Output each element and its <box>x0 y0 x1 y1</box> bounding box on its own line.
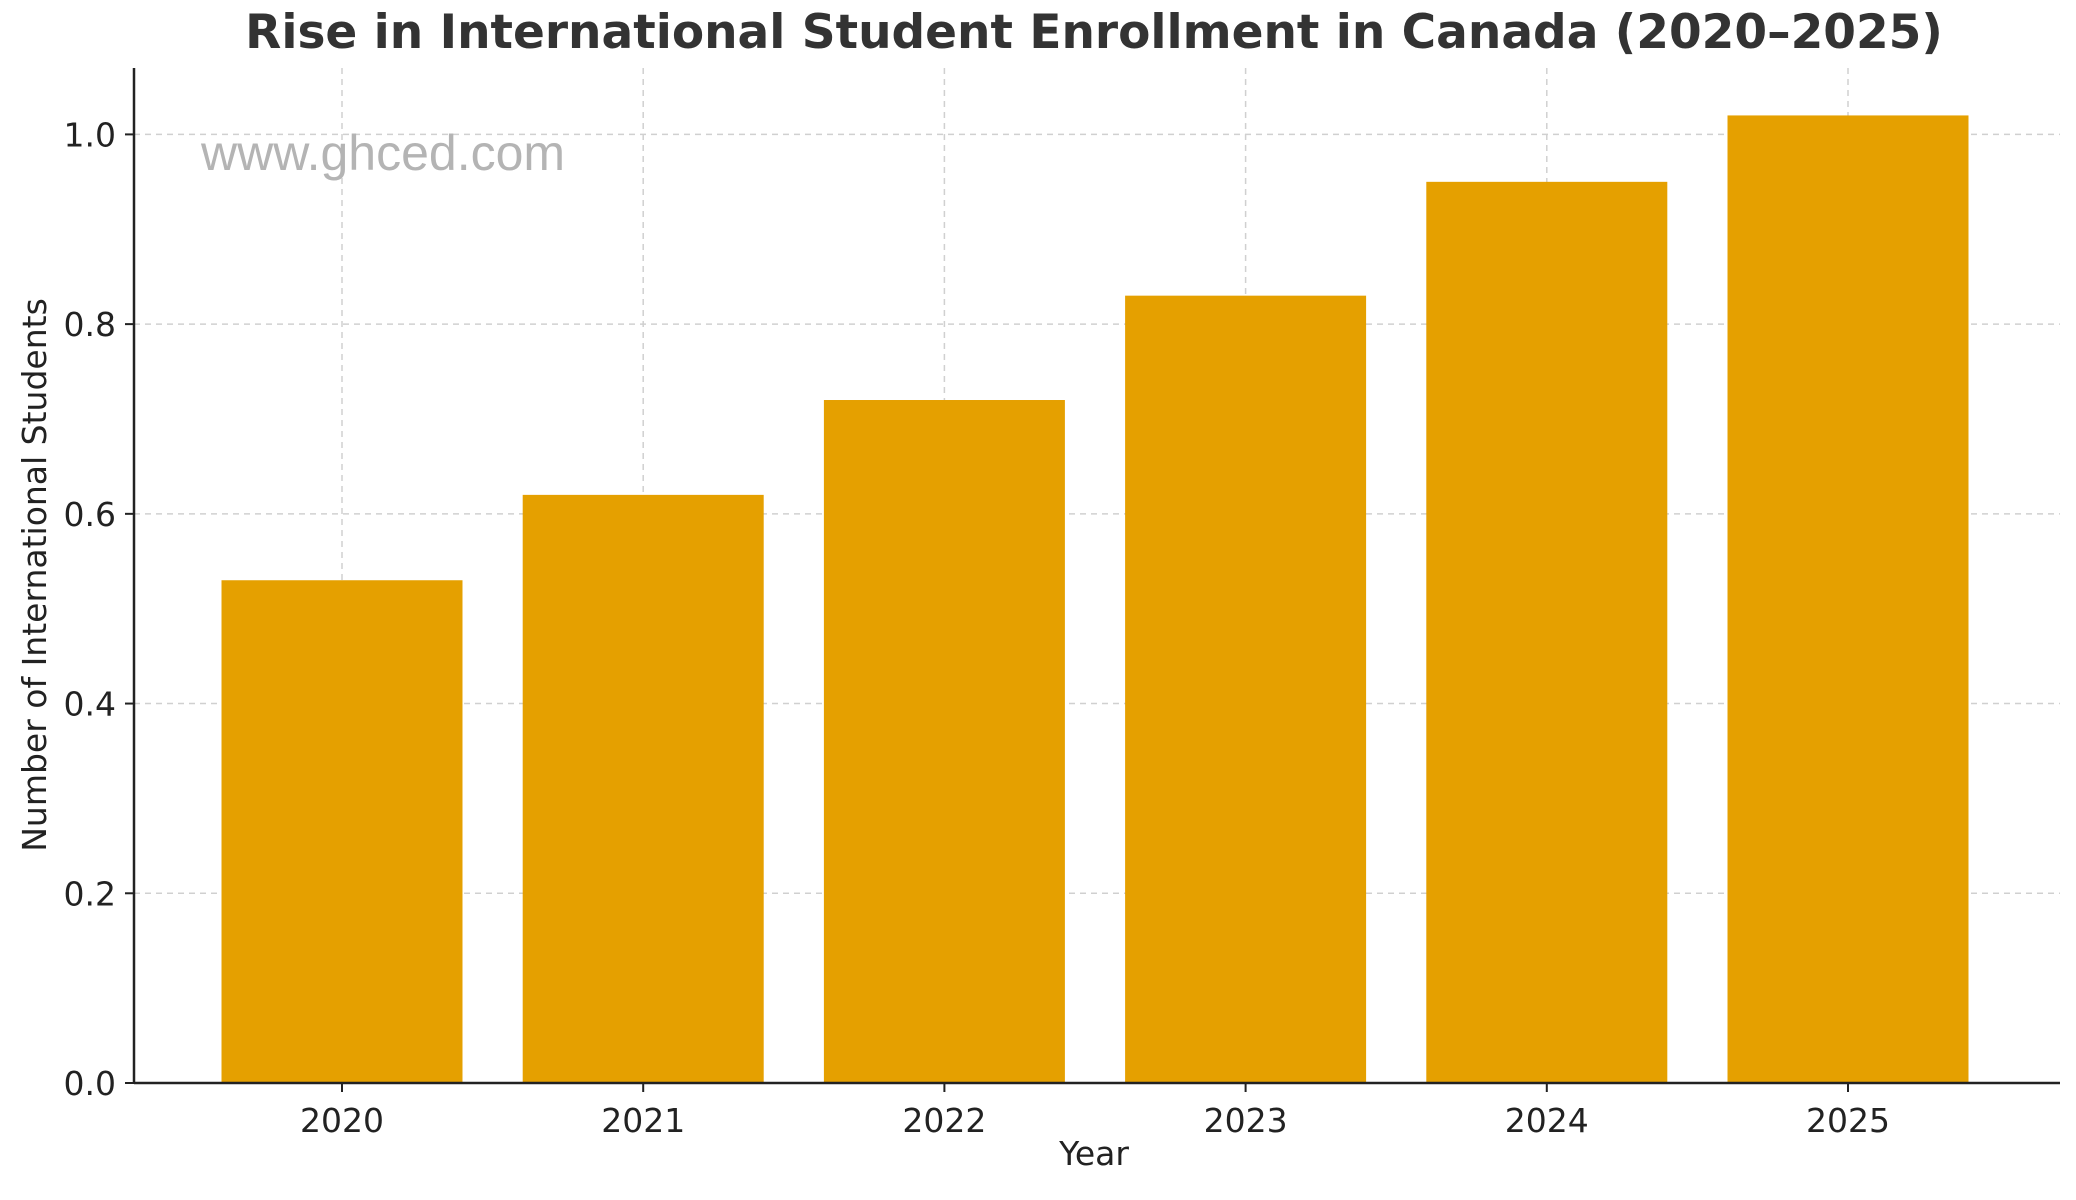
bars <box>221 115 1969 1084</box>
watermark-text: www.ghced.com <box>200 125 565 181</box>
axes <box>132 68 2060 1085</box>
x-tick-label: 2020 <box>300 1101 384 1140</box>
bar-2023 <box>1125 295 1367 1083</box>
y-tick-label: 0.2 <box>64 874 116 913</box>
x-tick-label: 2024 <box>1505 1101 1589 1140</box>
bar-2021 <box>522 494 764 1084</box>
y-tick-label: 1.0 <box>64 115 116 154</box>
bar-2020 <box>221 580 463 1083</box>
bar-2025 <box>1727 115 1969 1083</box>
y-tick-label: 0.6 <box>64 495 116 534</box>
y-tick-label: 0.0 <box>64 1064 116 1103</box>
y-axis-label: Number of International Students <box>15 298 54 852</box>
x-tick-label: 2021 <box>601 1101 685 1140</box>
x-tick-label: 2025 <box>1806 1101 1890 1140</box>
y-tick-label: 0.8 <box>64 305 116 344</box>
x-tick-label: 2023 <box>1204 1101 1288 1140</box>
x-axis-label: Year <box>1058 1134 1129 1173</box>
x-tick-label: 2022 <box>902 1101 986 1140</box>
y-axis-ticks: 0.0 0.2 0.4 0.6 0.8 1.0 <box>64 115 134 1103</box>
bar-2024 <box>1426 181 1668 1083</box>
bar-2022 <box>823 400 1065 1083</box>
x-axis-ticks: 2020 2021 2022 2023 2024 2025 <box>300 1083 1890 1140</box>
chart-title: Rise in International Student Enrollment… <box>245 5 1943 60</box>
y-tick-label: 0.4 <box>64 685 116 724</box>
